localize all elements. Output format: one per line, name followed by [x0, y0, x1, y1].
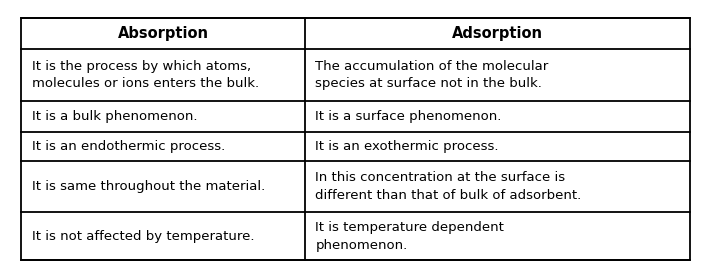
Text: The accumulation of the molecular
species at surface not in the bulk.: The accumulation of the molecular specie… [315, 60, 549, 90]
Text: It is same throughout the material.: It is same throughout the material. [32, 180, 265, 193]
Text: Adsorption: Adsorption [452, 26, 543, 41]
Text: Absorption: Absorption [118, 26, 208, 41]
Text: It is an endothermic process.: It is an endothermic process. [32, 140, 225, 153]
Text: In this concentration at the surface is
different than that of bulk of adsorbent: In this concentration at the surface is … [315, 171, 582, 202]
Bar [21, 18, 690, 260]
Text: It is not affected by temperature.: It is not affected by temperature. [32, 230, 254, 243]
Text: It is the process by which atoms,
molecules or ions enters the bulk.: It is the process by which atoms, molecu… [32, 60, 259, 90]
Text: It is temperature dependent
phenomenon.: It is temperature dependent phenomenon. [315, 221, 504, 251]
Text: It is a bulk phenomenon.: It is a bulk phenomenon. [32, 110, 197, 123]
Text: It is a surface phenomenon.: It is a surface phenomenon. [315, 110, 502, 123]
Text: It is an exothermic process.: It is an exothermic process. [315, 140, 499, 153]
